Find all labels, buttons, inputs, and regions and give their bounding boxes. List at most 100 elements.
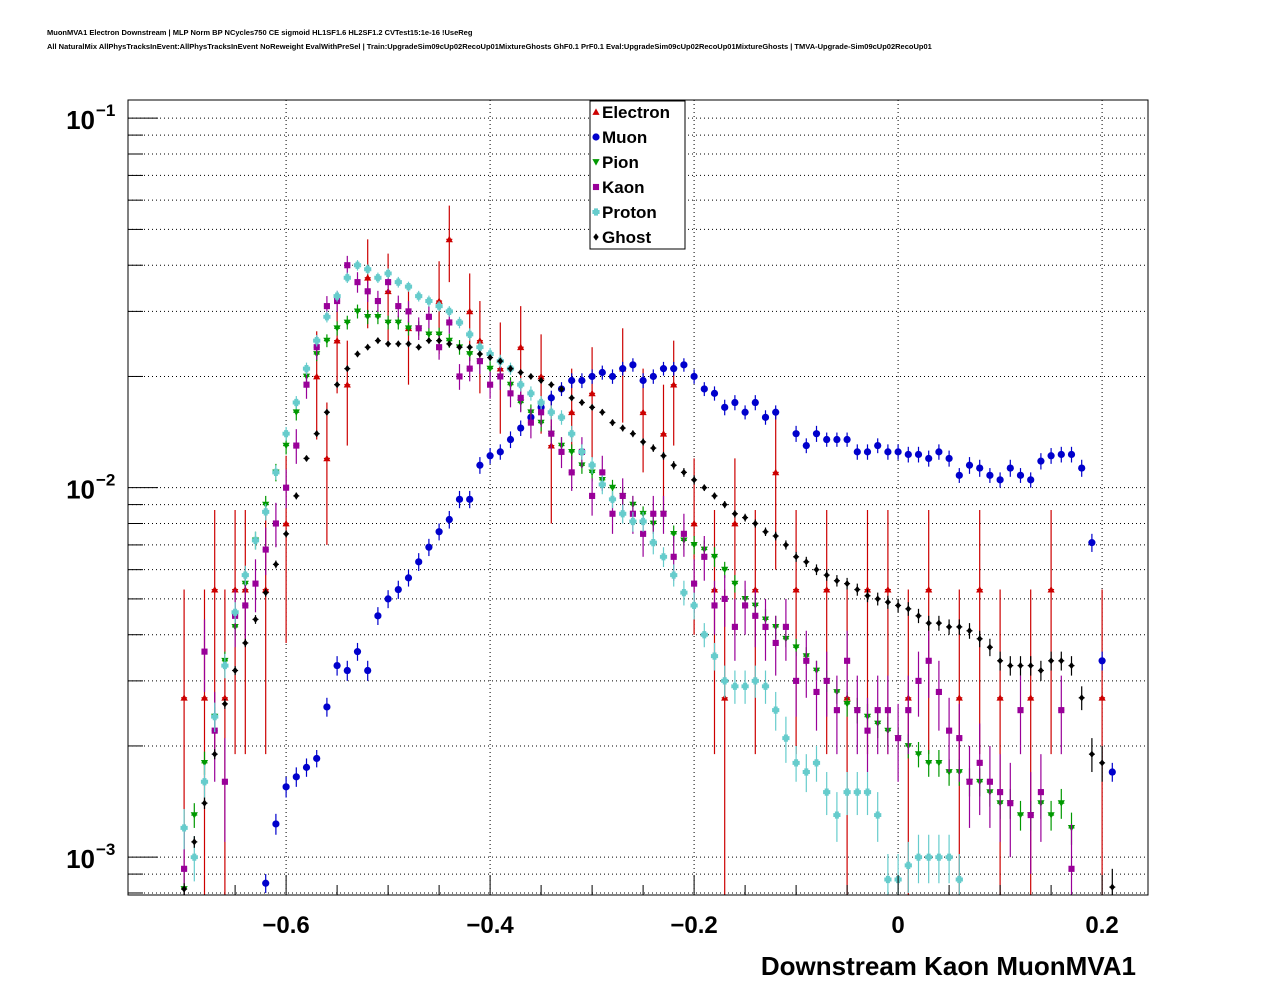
pion-point bbox=[710, 553, 719, 561]
kaon-point bbox=[986, 778, 993, 785]
muon-point bbox=[659, 365, 668, 373]
proton-point bbox=[282, 430, 290, 438]
proton-point bbox=[598, 480, 606, 489]
proton-point bbox=[619, 510, 627, 518]
proton-point bbox=[863, 788, 872, 796]
electron-point bbox=[435, 297, 443, 304]
pion-point bbox=[843, 700, 851, 708]
electron-point bbox=[639, 408, 647, 416]
ghost-point bbox=[660, 452, 667, 460]
ghost-point bbox=[467, 343, 473, 351]
muon-point bbox=[323, 703, 331, 711]
muon-point bbox=[1037, 457, 1045, 465]
kaon-point bbox=[864, 727, 871, 734]
y-tick-label: 10 bbox=[66, 105, 95, 135]
muon-point bbox=[1067, 450, 1076, 459]
kaon-point bbox=[283, 484, 290, 491]
ghost-point bbox=[1017, 661, 1024, 670]
kaon-point bbox=[721, 595, 728, 602]
kaon-point bbox=[782, 623, 789, 630]
electron-point bbox=[751, 585, 759, 593]
muon-point bbox=[670, 365, 678, 373]
proton-point bbox=[353, 261, 362, 269]
ghost-point bbox=[1068, 661, 1075, 670]
ghost-point bbox=[303, 454, 310, 463]
legend-label-muon: Muon bbox=[602, 128, 647, 147]
ghost-point bbox=[732, 510, 738, 518]
ghost-point bbox=[528, 372, 534, 381]
kaon-point bbox=[568, 469, 575, 476]
x-tick-label: −0.6 bbox=[262, 912, 309, 939]
ghost-point bbox=[599, 408, 605, 416]
ghost-point bbox=[242, 639, 248, 647]
ghost-point bbox=[762, 528, 769, 536]
pion-point bbox=[792, 644, 800, 651]
kaon-point bbox=[221, 778, 228, 785]
kaon-point bbox=[905, 707, 912, 714]
ghost-point bbox=[701, 484, 707, 492]
electron-point bbox=[517, 343, 525, 351]
muon-point bbox=[578, 376, 586, 385]
pion-point bbox=[1047, 812, 1055, 819]
muon-point bbox=[353, 648, 362, 656]
proton-point bbox=[751, 677, 759, 685]
ghost-point bbox=[966, 627, 973, 635]
pion-point bbox=[925, 759, 933, 767]
x-tick-label: 0.2 bbox=[1085, 912, 1118, 939]
electron-point bbox=[476, 337, 484, 344]
pion-point bbox=[200, 759, 209, 767]
muon-point bbox=[455, 495, 464, 503]
pion-point bbox=[608, 484, 617, 492]
proton-point bbox=[190, 853, 198, 861]
electron-point bbox=[690, 519, 698, 527]
proton-point bbox=[343, 274, 351, 282]
ghost-point bbox=[609, 419, 616, 427]
electron-point bbox=[1027, 694, 1035, 701]
proton-point bbox=[772, 706, 780, 714]
electron-point bbox=[323, 454, 331, 462]
muon-point bbox=[1108, 768, 1116, 776]
muon-point bbox=[333, 661, 341, 670]
kaon-point bbox=[925, 657, 932, 664]
electron-point bbox=[537, 372, 545, 380]
muon-point bbox=[680, 361, 688, 369]
legend-label-electron: Electron bbox=[602, 103, 670, 122]
ghost-point bbox=[569, 394, 575, 402]
electron-point bbox=[282, 519, 290, 527]
series-proton bbox=[180, 260, 963, 895]
ghost-point bbox=[405, 340, 412, 348]
ghost-point bbox=[681, 468, 687, 476]
kaon-point bbox=[701, 553, 708, 560]
muon-point bbox=[608, 372, 617, 381]
ghost-point bbox=[487, 353, 493, 362]
kaon-point bbox=[833, 707, 840, 714]
pion-point bbox=[353, 308, 362, 315]
ghost-point bbox=[497, 357, 503, 365]
ghost-point bbox=[1048, 657, 1054, 665]
kaon-point bbox=[772, 639, 779, 647]
legend-label-pion: Pion bbox=[602, 153, 639, 172]
plot-frame bbox=[127, 99, 1149, 896]
muon-point bbox=[965, 461, 974, 469]
pion-point bbox=[721, 566, 729, 574]
electron-point bbox=[731, 519, 739, 527]
pion-point bbox=[404, 325, 413, 332]
kaon-point bbox=[650, 510, 657, 517]
electron-point bbox=[313, 372, 321, 380]
proton-point bbox=[221, 661, 229, 670]
ghost-point bbox=[589, 403, 595, 411]
muon-point bbox=[955, 471, 963, 479]
muon-point bbox=[292, 773, 300, 781]
kaon-point bbox=[558, 448, 565, 455]
pion-point bbox=[425, 331, 433, 338]
axes: −0.6 −0.4 −0.2 0 0.210−310−210−1 bbox=[66, 101, 1119, 939]
proton-point bbox=[537, 398, 545, 407]
ghost-point bbox=[711, 492, 718, 500]
ghost-point bbox=[283, 530, 289, 538]
legend-label-proton: Proton bbox=[602, 203, 657, 222]
ghost-point bbox=[946, 623, 952, 631]
proton-point bbox=[925, 853, 933, 861]
series-muon bbox=[262, 358, 1116, 893]
kaon-point bbox=[1037, 789, 1044, 796]
proton-point bbox=[608, 495, 617, 503]
